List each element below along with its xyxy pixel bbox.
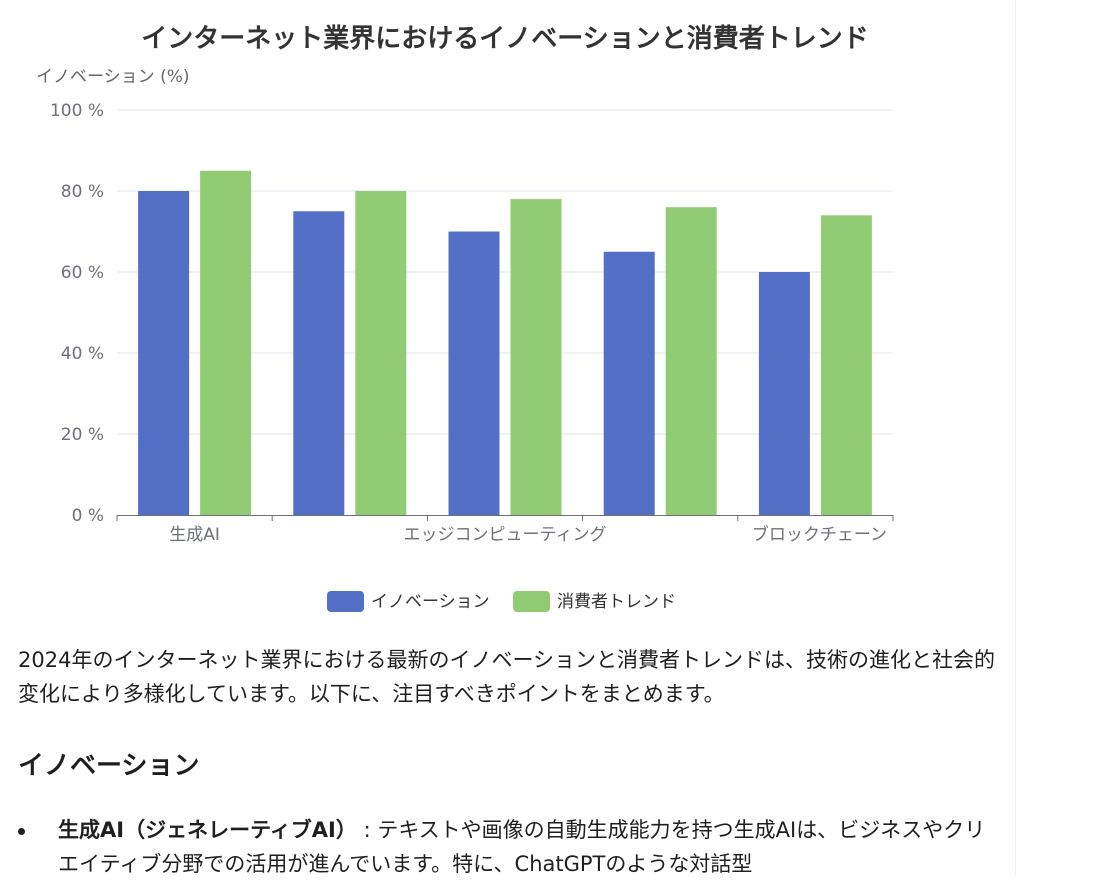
y-tick-label: 60 % (61, 263, 104, 283)
x-axis: 生成AI エッジコンピューティング ブロックチェーン (116, 515, 894, 545)
bar (665, 207, 717, 515)
chart-title: インターネット業界におけるイノベーションと消費者トレンド (141, 24, 868, 54)
y-tick-label: 20 % (61, 425, 104, 445)
x-category-label: ブロックチェーン (752, 524, 887, 545)
bar (603, 251, 655, 515)
y-axis-ticks: 0 % 20 % 40 % 60 % 80 % 100 % (50, 101, 104, 526)
bars (138, 170, 872, 516)
x-category-label: エッジコンピューティング (404, 525, 607, 545)
y-tick-label: 40 % (61, 344, 104, 364)
legend-swatch (513, 591, 550, 612)
x-category-label: 生成AI (169, 525, 220, 545)
bar (758, 272, 810, 515)
legend-swatch (327, 591, 364, 612)
y-tick-label: 100 % (50, 101, 104, 121)
intro-paragraph: 2024年のインターネット業界における最新のイノベーションと消費者トレンドは、技… (18, 648, 996, 706)
bar (138, 191, 190, 515)
bullet-dot-icon (18, 828, 25, 835)
bar-chart: インターネット業界におけるイノベーションと消費者トレンド イノベーション (%)… (36, 24, 894, 612)
bar (200, 170, 252, 515)
bullet-term: 生成AI（ジェネレーティブAI） (58, 818, 357, 842)
bullet-list: 生成AI（ジェネレーティブAI） : テキストや画像の自動生成能力を持つ生成AI… (18, 813, 998, 881)
legend-label: イノベーション (371, 592, 490, 612)
list-item: 生成AI（ジェネレーティブAI） : テキストや画像の自動生成能力を持つ生成AI… (18, 813, 998, 881)
bullet-text: : テキストや画像の自動生成能力を持つ生成AIは、ビジネスやクリエイティブ分野で… (58, 818, 986, 876)
legend-label: 消費者トレンド (557, 592, 676, 612)
legend: イノベーション 消費者トレンド (327, 591, 676, 612)
section-heading-innovation: イノベーション (18, 751, 200, 781)
bar (448, 231, 500, 515)
legend-item[interactable]: イノベーション (327, 591, 490, 612)
content-area: インターネット業界におけるイノベーションと消費者トレンド イノベーション (%)… (18, 24, 995, 876)
bar (355, 191, 407, 515)
y-tick-label: 0 % (72, 506, 104, 526)
bar (820, 215, 872, 516)
legend-item[interactable]: 消費者トレンド (513, 591, 676, 612)
article: 2024年のインターネット業界における最新のイノベーションと消費者トレンドは、技… (18, 643, 998, 881)
right-gutter (1015, 0, 1111, 877)
y-axis-name: イノベーション (%) (36, 67, 189, 87)
y-tick-label: 80 % (61, 182, 104, 202)
bar (293, 211, 345, 515)
bar (510, 199, 562, 515)
